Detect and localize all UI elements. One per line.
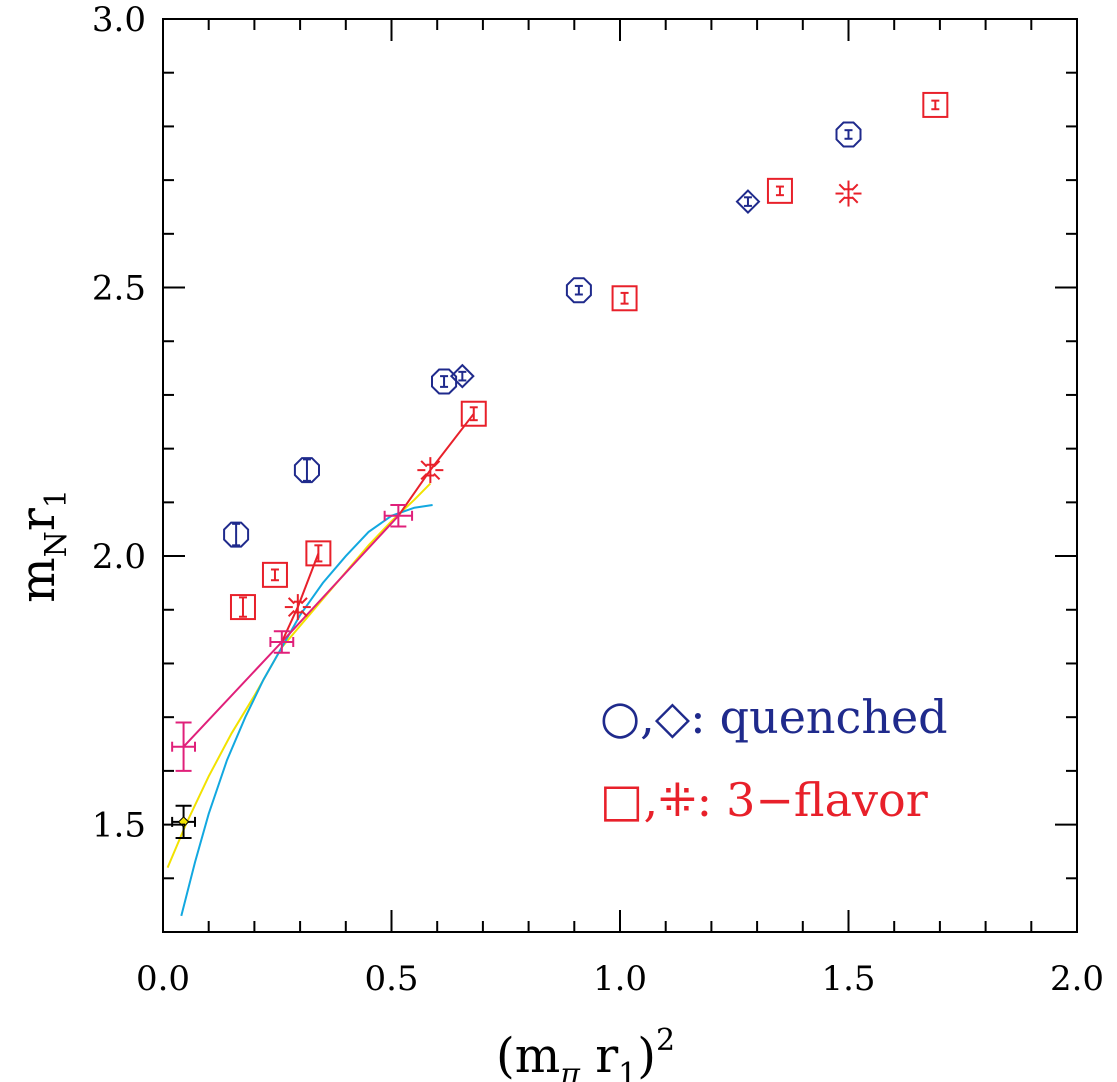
y-tick-label: 3.0 xyxy=(92,0,146,40)
legend-entry-quenched: ○,◇: quenched xyxy=(600,690,948,744)
y-tick-label: 2.0 xyxy=(92,537,146,577)
x-tick-label: 2.0 xyxy=(1050,959,1104,999)
fit-curve xyxy=(166,482,432,868)
flavor-square-point xyxy=(261,561,288,588)
x-tick-label: 1.0 xyxy=(593,959,647,999)
flavor-burst-ray xyxy=(838,196,846,204)
flavor-burst-ray xyxy=(838,183,846,191)
flavor-square-point xyxy=(611,285,638,312)
quenched-diamond-point xyxy=(449,363,475,389)
flavor-burst-ray xyxy=(851,196,859,204)
quenched-diamond-point xyxy=(735,189,761,215)
flavor-burst-ray xyxy=(300,609,308,617)
x-tick-label: 0.5 xyxy=(364,959,418,999)
flavor-burst-ray xyxy=(287,597,295,605)
x-tick-label: 1.5 xyxy=(821,959,875,999)
legend-entry-3-flavor: □,⁜: 3−flavor xyxy=(600,773,928,827)
fit-line xyxy=(429,413,475,471)
fit-line xyxy=(182,515,400,748)
flavor-burst-ray xyxy=(851,183,859,191)
y-tick-label: 2.5 xyxy=(92,269,146,309)
fit-curves xyxy=(166,482,433,917)
legend: ○,◇: quenched □,⁜: 3−flavor xyxy=(600,690,948,827)
fit-curve xyxy=(180,504,433,917)
flavor-burst-ray xyxy=(420,472,428,481)
flavor-square-point xyxy=(460,400,487,427)
x-axis-title: (mπ r1)2 xyxy=(496,1023,675,1082)
flavor-burst-ray xyxy=(287,609,295,617)
y-axis-title: mNr1 xyxy=(10,489,74,603)
quenched-octagon-point xyxy=(293,457,320,484)
flavor-burst-ray xyxy=(420,460,428,468)
data-points xyxy=(171,91,949,840)
tick-labels: 0.0 0.5 1.0 1.5 2.0 1.5 2.0 2.5 3.0 xyxy=(92,0,1104,999)
quenched-octagon-point xyxy=(223,521,250,548)
flavor-square-point xyxy=(766,177,793,204)
axes xyxy=(162,18,1078,933)
flavor-burst-ray xyxy=(433,460,441,468)
flavor-burst-ray xyxy=(433,472,441,481)
flavor-square-point xyxy=(922,91,949,118)
flavor-square-point xyxy=(305,540,332,567)
quenched-octagon-point xyxy=(565,277,592,304)
quenched-octagon-point xyxy=(835,121,862,148)
x-tick-label: 0.0 xyxy=(136,959,190,999)
y-tick-label: 1.5 xyxy=(92,806,146,846)
flavor-burst-ray xyxy=(300,597,308,605)
fit-line xyxy=(397,469,432,517)
flavor-square-point xyxy=(229,594,256,621)
